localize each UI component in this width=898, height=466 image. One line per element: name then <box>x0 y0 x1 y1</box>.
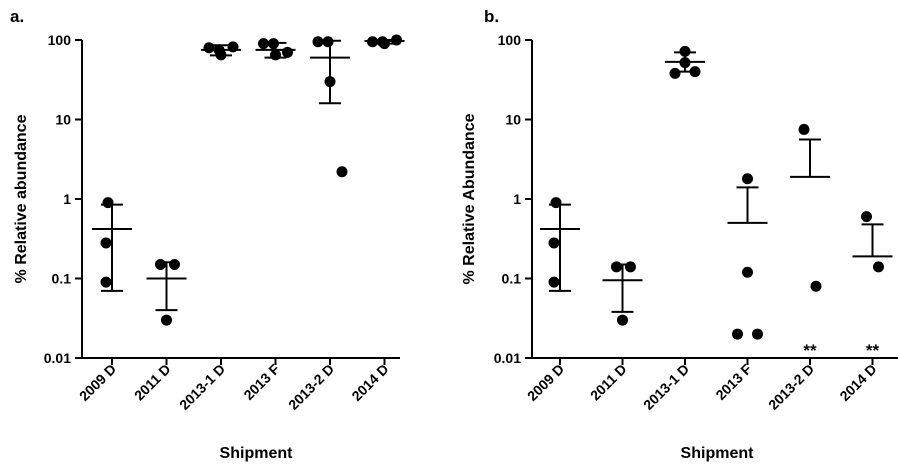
x-tick-label: 2011 D <box>131 361 174 404</box>
data-point <box>732 328 743 340</box>
y-tick-label: 0.1 <box>52 271 72 287</box>
x-axis-title: Shipment <box>220 445 294 462</box>
data-point <box>258 38 269 50</box>
data-point <box>548 237 560 249</box>
data-point <box>161 314 172 326</box>
y-tick-label: 0.01 <box>494 350 521 366</box>
data-point <box>169 259 180 271</box>
data-point <box>100 237 112 249</box>
x-tick-label: 2013-1 D <box>640 361 692 413</box>
data-point <box>322 36 334 48</box>
data-point <box>810 280 822 292</box>
data-point <box>742 173 753 185</box>
chart-panel-2: b. 0.01 0.1 1 10 100 2009 D 2011 D 2013-1 D 2013 … <box>461 7 898 462</box>
data-point <box>625 261 636 273</box>
data-point <box>155 259 166 271</box>
data-point <box>312 36 324 48</box>
x-tick-label: 2014 D <box>348 361 391 404</box>
data-point <box>336 166 348 178</box>
y-tick-label: 1 <box>513 191 521 207</box>
y-tick-label: 10 <box>505 112 521 128</box>
data-point <box>669 67 681 79</box>
y-tick-label: 0.01 <box>44 350 71 366</box>
data-point <box>798 123 810 135</box>
x-tick-label: 2013 F <box>240 360 282 402</box>
data-point <box>548 276 560 288</box>
y-tick-label: 0.1 <box>502 271 522 287</box>
x-tick-label: 2009 D <box>524 361 567 404</box>
significance-annotation: ** <box>803 341 817 360</box>
x-axis-title: Shipment <box>681 445 755 462</box>
x-tick-label: 2013 F <box>712 360 754 402</box>
x-tick-label: 2014 D <box>836 361 879 404</box>
y-tick-label: 100 <box>498 32 522 48</box>
y-tick-label: 1 <box>63 191 71 207</box>
data-point <box>100 276 112 288</box>
chart-panel-1: a. 0.01 0.1 1 10 100 2009 D 2011 D 2013-1 D 2013 … <box>10 7 405 462</box>
data-point <box>742 266 753 278</box>
data-point <box>861 211 872 223</box>
x-tick-label: 2013-1 D <box>176 361 228 413</box>
significance-annotation: ** <box>866 341 880 360</box>
data-point <box>611 261 622 273</box>
y-axis-title: % Relative Abundance <box>461 113 478 284</box>
y-tick-label: 10 <box>55 112 71 128</box>
y-axis-title: % Relative abundance <box>13 114 30 283</box>
x-tick-label: 2009 D <box>76 361 119 404</box>
x-tick-label: 2013-2 D <box>285 361 337 413</box>
data-point <box>282 46 293 58</box>
data-point <box>752 328 763 340</box>
data-point <box>873 261 884 273</box>
x-tick-label: 2011 D <box>587 361 630 404</box>
x-tick-label: 2013-2 D <box>765 361 817 413</box>
data-point <box>617 314 628 326</box>
data-point <box>203 42 215 54</box>
panel-label: a. <box>10 7 24 26</box>
y-tick-label: 100 <box>48 32 72 48</box>
panel-label: b. <box>484 7 499 26</box>
